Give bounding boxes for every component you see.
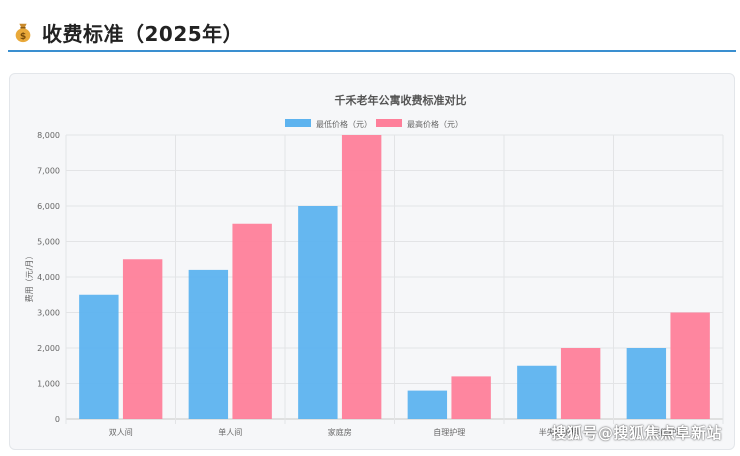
y-tick-label: 2,000: [37, 344, 60, 353]
y-axis-label: 费用（元/月）: [24, 252, 34, 303]
bar-min-5: [626, 348, 667, 419]
y-tick-label: 0: [55, 415, 60, 424]
y-tick-label: 1,000: [37, 380, 60, 389]
bar-min-1: [188, 269, 229, 419]
x-tick-label: 失能护理: [652, 427, 684, 437]
money-bag-icon: $: [15, 23, 31, 43]
bar-max-4: [560, 348, 601, 419]
bar-max-3: [451, 376, 491, 419]
watermark: 搜狐号@搜狐焦点阜新站: [551, 424, 722, 442]
section-header: $ 收费标准（2025年）: [8, 12, 736, 52]
legend-swatch-0: [285, 119, 311, 127]
y-tick-label: 6,000: [37, 202, 60, 211]
bar-max-0: [122, 259, 163, 419]
svg-text:$: $: [20, 31, 26, 42]
y-tick-label: 3,000: [37, 309, 60, 318]
legend-swatch-1: [376, 119, 402, 127]
bar-max-5: [670, 312, 710, 419]
x-tick-label: 家庭房: [328, 427, 352, 437]
bar-min-0: [79, 294, 119, 419]
bar-min-3: [407, 390, 448, 419]
header-divider: [8, 50, 736, 52]
page-title: 收费标准（2025年）: [42, 21, 244, 46]
x-tick-label: 双人间: [109, 428, 133, 437]
bar-min-2: [298, 206, 338, 419]
y-tick-label: 7,000: [37, 167, 60, 176]
x-tick-label: 半失能护理: [539, 427, 579, 437]
chart-card: 千禾老年公寓收费标准对比最低价格（元） 最高价格（元） 0 1,000 2,000 3,0…: [9, 73, 735, 450]
bar-min-4: [517, 365, 557, 419]
y-tick-label: 4,000: [37, 273, 60, 282]
bar-max-2: [341, 135, 382, 419]
legend-label-1: 最高价格（元）: [407, 119, 463, 129]
y-tick-label: 8,000: [37, 131, 60, 140]
x-tick-label: 自理护理: [433, 427, 465, 437]
y-tick-label: 5,000: [37, 238, 60, 247]
chart-title: 千禾老年公寓收费标准对比: [335, 93, 467, 107]
bar-max-1: [232, 223, 272, 419]
legend-label-0: 最低价格（元）: [316, 119, 372, 129]
x-tick-label: 单人间: [218, 427, 242, 437]
